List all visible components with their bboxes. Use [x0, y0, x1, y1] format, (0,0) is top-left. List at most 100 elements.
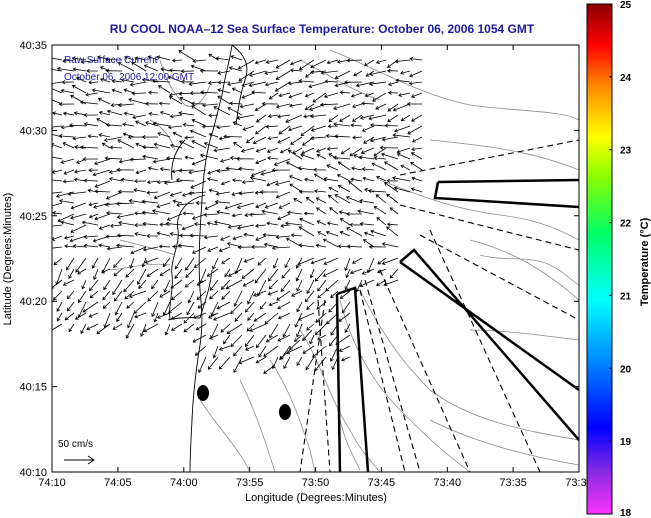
current-vector [249, 323, 267, 332]
current-vector [410, 187, 423, 193]
current-vector [381, 136, 399, 142]
current-vector [162, 257, 171, 268]
current-vector [111, 88, 123, 94]
current-vector [52, 323, 63, 331]
current-vector [73, 169, 87, 174]
current-vector [81, 279, 87, 290]
current-vector [114, 290, 123, 302]
current-vector [268, 268, 279, 282]
current-vector [182, 211, 195, 216]
current-vector [216, 210, 231, 215]
current-vector [128, 198, 147, 204]
current-vector [394, 125, 411, 133]
current-vector [322, 268, 339, 277]
current-vector [334, 134, 351, 139]
current-vector [350, 123, 363, 128]
current-vector [151, 301, 159, 318]
current-vector [304, 92, 315, 98]
current-vector [288, 92, 303, 99]
current-vector [238, 356, 255, 365]
colorbar-tick: 18 [620, 508, 632, 518]
current-vector [52, 191, 63, 194]
current-vector [400, 70, 411, 75]
current-vector [129, 81, 147, 87]
current-vector [363, 136, 375, 144]
current-vector [98, 133, 111, 138]
current-vector [88, 312, 99, 318]
current-vector [264, 81, 279, 87]
current-vector [70, 202, 87, 210]
current-vector [384, 123, 399, 128]
current-vector [310, 257, 327, 265]
current-vector [345, 268, 351, 279]
current-vector [223, 334, 231, 345]
current-vector [359, 279, 375, 288]
current-vector [218, 356, 231, 370]
current-vector [147, 166, 159, 171]
current-vector [200, 90, 219, 95]
current-vector [142, 154, 159, 160]
current-vector [265, 59, 279, 64]
current-vector [106, 210, 123, 216]
current-vector [213, 106, 231, 116]
current-vector [406, 101, 422, 107]
current-vector [117, 103, 135, 108]
current-vector [63, 235, 75, 240]
current-vector [309, 334, 315, 345]
current-vector [179, 140, 195, 149]
current-vector [158, 101, 171, 106]
current-vector [373, 147, 387, 157]
current-vector [221, 290, 231, 300]
current-vector [52, 88, 63, 94]
current-vector [117, 62, 135, 72]
current-vector [96, 323, 111, 335]
current-vector [326, 146, 339, 151]
current-vector [169, 114, 183, 119]
current-vector [52, 81, 63, 86]
current-vector [267, 114, 279, 119]
current-vector [79, 145, 99, 150]
current-vector [338, 312, 351, 322]
y-tick-labels: 40:35 40:30 40:25 40:20 40:15 40:10 [19, 40, 47, 479]
current-vector [214, 199, 231, 204]
current-vector [372, 92, 387, 102]
current-vector [296, 323, 303, 338]
current-vector [316, 153, 327, 160]
current-vector [56, 312, 63, 322]
current-vector [392, 103, 411, 112]
current-vector [141, 257, 147, 268]
current-vector [275, 70, 291, 80]
current-vector [316, 147, 327, 153]
current-vector [157, 132, 171, 138]
current-vector [228, 66, 243, 72]
current-vector [263, 364, 276, 374]
current-vector [323, 92, 339, 99]
current-vector [251, 244, 267, 249]
current-vector [279, 147, 291, 154]
current-vector [322, 238, 339, 248]
current-vector [398, 92, 411, 97]
current-vector [143, 323, 159, 333]
current-vector [127, 312, 135, 329]
current-vector [81, 220, 99, 226]
current-vector [141, 199, 159, 204]
current-vector [231, 213, 243, 218]
current-vector [208, 188, 219, 193]
current-vector [108, 169, 123, 175]
current-vector [255, 223, 267, 228]
current-vector [182, 122, 195, 127]
current-vector [105, 68, 123, 73]
current-vector [190, 180, 207, 189]
current-vector [381, 242, 399, 248]
current-vector [189, 129, 207, 138]
current-vector [232, 178, 243, 183]
current-vector [207, 356, 219, 370]
current-vector [248, 81, 267, 88]
current-vector [396, 152, 411, 160]
current-vector [366, 257, 375, 274]
current-vector [312, 92, 327, 103]
current-vector [220, 235, 231, 241]
current-vector [316, 301, 327, 310]
current-vector [303, 211, 315, 216]
current-vector [153, 142, 171, 149]
